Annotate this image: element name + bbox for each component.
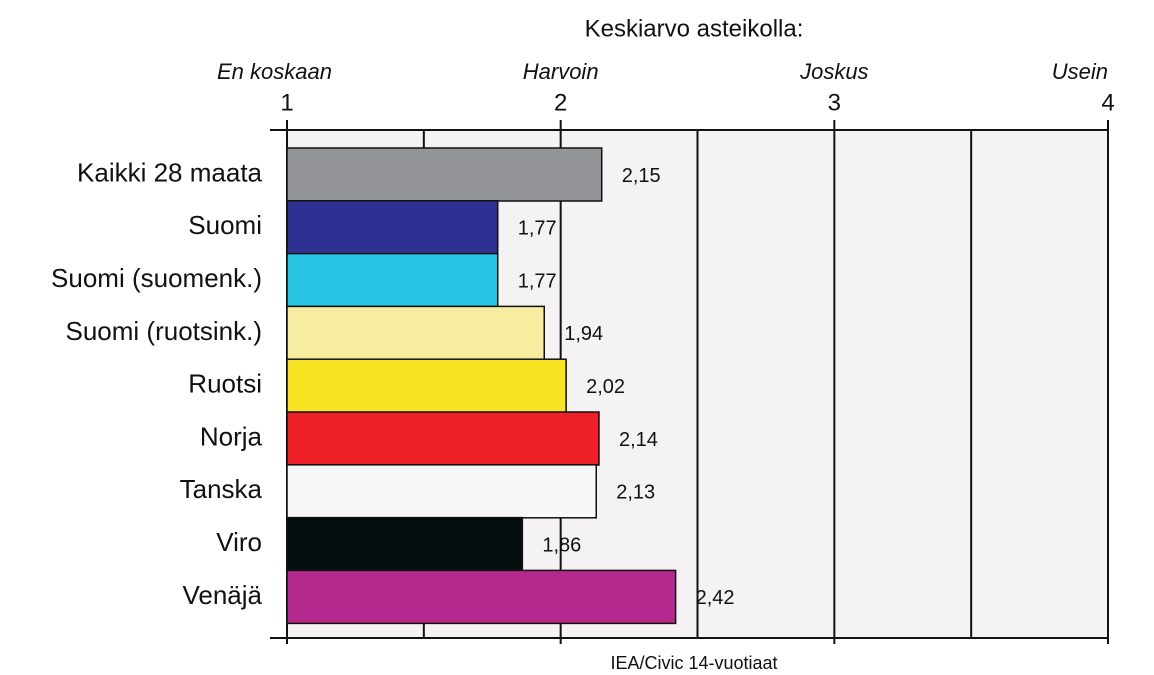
value-label: 1,86 xyxy=(542,534,581,556)
category-label: Venäjä xyxy=(182,580,262,610)
x-tick-label: 1 xyxy=(280,89,293,116)
x-tick-name: En koskaan xyxy=(217,59,332,84)
value-label: 2,13 xyxy=(616,482,655,504)
chart-title: Keskiarvo asteikolla: xyxy=(585,15,804,42)
x-tick-label: 4 xyxy=(1101,89,1114,116)
x-tick-name: Usein xyxy=(1052,59,1108,84)
bar xyxy=(286,200,499,255)
bar xyxy=(286,147,603,202)
category-label: Ruotsi xyxy=(188,369,262,399)
x-tick-name: Joskus xyxy=(799,59,868,84)
value-label: 1,77 xyxy=(518,218,557,240)
x-tick-label: 2 xyxy=(554,89,567,116)
category-label: Suomi (suomenk.) xyxy=(51,263,262,293)
category-label: Suomi xyxy=(188,210,262,240)
bar xyxy=(286,569,677,625)
bar xyxy=(286,464,597,519)
value-label: 2,14 xyxy=(619,429,658,451)
bar xyxy=(286,516,524,572)
bar xyxy=(286,358,567,413)
value-label: 2,02 xyxy=(586,376,625,398)
bar xyxy=(286,252,499,308)
value-label: 1,94 xyxy=(564,323,603,345)
bar xyxy=(286,411,600,466)
category-label: Suomi (ruotsink.) xyxy=(66,316,263,346)
bar xyxy=(286,305,545,361)
category-label: Kaikki 28 maata xyxy=(77,157,263,187)
x-tick-label: 3 xyxy=(828,89,841,116)
source-note: IEA/Civic 14-vuotiaat xyxy=(610,653,777,673)
value-label: 2,15 xyxy=(622,165,661,187)
category-label: Norja xyxy=(200,421,263,451)
x-tick-name: Harvoin xyxy=(523,59,599,84)
value-label: 1,77 xyxy=(518,270,557,292)
value-label: 2,42 xyxy=(696,587,735,609)
category-label: Tanska xyxy=(180,474,263,504)
category-label: Viro xyxy=(216,527,262,557)
